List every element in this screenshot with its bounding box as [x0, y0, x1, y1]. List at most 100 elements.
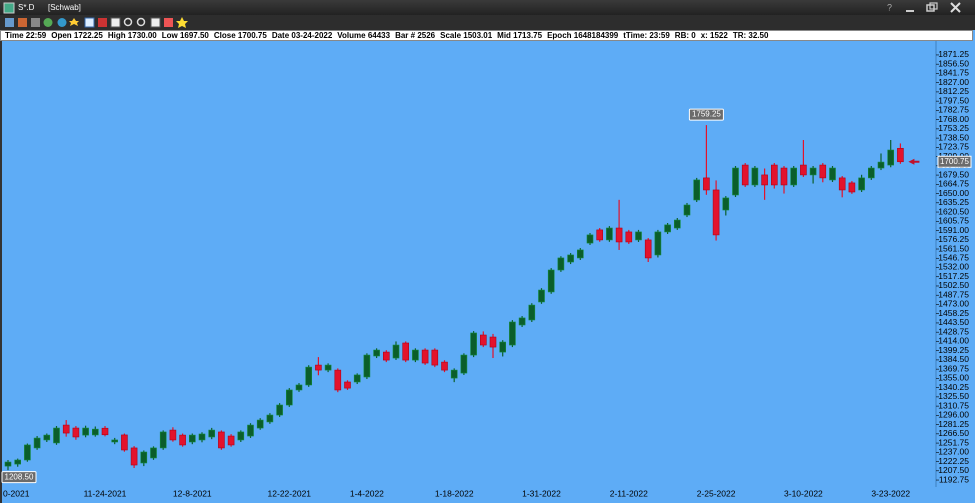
candle-body: [635, 231, 642, 241]
info-field: Low 1697.50: [161, 31, 209, 40]
y-tick-label: 1222.25: [938, 456, 969, 466]
candle-body: [547, 269, 555, 293]
tool-icon[interactable]: [164, 18, 173, 27]
tool-icon[interactable]: [57, 18, 67, 27]
tool-icon[interactable]: [123, 17, 133, 27]
y-tick-label: 1266.50: [938, 428, 969, 438]
candle-body: [538, 289, 545, 303]
candle-body: [780, 167, 788, 186]
y-tick-label: 1782.75: [938, 105, 969, 115]
x-tick-label: 11-24-2021: [84, 488, 127, 498]
candle-body: [324, 364, 332, 371]
candle-body: [819, 164, 827, 179]
candle-body: [470, 332, 477, 356]
candle-body: [576, 249, 584, 259]
y-tick-label: 1753.25: [938, 123, 969, 133]
tool-icon[interactable]: [176, 17, 188, 28]
candle-body: [829, 167, 836, 181]
candle-body: [586, 234, 594, 244]
y-tick-label: 1369.75: [938, 363, 969, 373]
y-tick-label: 1827.00: [938, 77, 969, 87]
info-field: Scale 1503.01: [440, 31, 493, 40]
candle-body: [140, 451, 148, 464]
x-tick-label: 2-25-2022: [697, 488, 736, 498]
candle-body: [528, 304, 536, 321]
candle-body: [693, 179, 701, 201]
y-tick-label: 1237.00: [938, 447, 969, 457]
info-field: TR: 32.50: [732, 31, 769, 40]
candle-body: [33, 437, 41, 449]
y-tick-label: 1517.25: [938, 271, 969, 281]
candle-body: [596, 229, 604, 241]
candle-body: [101, 427, 109, 436]
y-tick-label: 1561.50: [938, 243, 969, 253]
tool-icon[interactable]: [84, 17, 95, 28]
y-tick-label: 1605.75: [938, 216, 969, 226]
candle-body: [285, 389, 293, 406]
tool-icon[interactable]: [18, 18, 27, 27]
info-field: Bar # 2526: [395, 31, 436, 40]
broker-name: [Schwab]: [48, 3, 81, 12]
candle-body: [683, 204, 691, 216]
candle-body: [606, 227, 613, 241]
window-controls[interactable]: ?: [875, 0, 975, 15]
title-bar: S*.D [Schwab] ?: [0, 0, 975, 15]
y-tick-label: 1620.50: [938, 206, 969, 216]
candle-body: [673, 219, 681, 229]
candle-body: [14, 459, 21, 465]
y-tick-label: 1797.50: [938, 95, 969, 105]
tool-icon[interactable]: [98, 18, 107, 27]
candle-body: [150, 447, 157, 459]
candle-body: [382, 351, 390, 361]
y-tick-label: 1635.25: [938, 197, 969, 207]
candle-body: [266, 414, 274, 423]
candle-body: [421, 349, 429, 364]
candle-body: [363, 354, 371, 378]
x-tick-label: 3-23-2022: [871, 488, 910, 498]
candle-body: [24, 444, 31, 461]
tool-icon[interactable]: [5, 18, 14, 27]
toolbar-icons[interactable]: [0, 15, 200, 30]
candle-body: [402, 342, 410, 361]
candle-body: [509, 321, 516, 346]
candle-body: [644, 239, 652, 259]
tool-icon[interactable]: [69, 18, 79, 26]
candle-body: [460, 354, 468, 374]
help-icon[interactable]: ?: [887, 2, 892, 12]
info-field: tTime: 23:59: [623, 31, 670, 40]
candle-body: [111, 439, 118, 443]
window-title: S*.D: [18, 3, 35, 12]
candle-body: [315, 364, 322, 371]
y-tick-label: 1768.00: [938, 114, 969, 124]
candle-body: [218, 431, 225, 449]
tool-icon[interactable]: [150, 17, 161, 28]
candle-body: [227, 435, 235, 446]
tool-icon[interactable]: [110, 17, 121, 28]
info-bar: Time 22:59 Open 1722.25 High 1730.00 Low 16…: [0, 30, 973, 41]
tool-icon[interactable]: [31, 18, 40, 27]
candle-body: [489, 336, 497, 348]
candle-body: [867, 167, 875, 179]
candle-body: [276, 404, 283, 416]
candle-body: [344, 381, 351, 389]
candle-body: [615, 227, 623, 243]
candle-body: [751, 167, 759, 186]
candle-body: [159, 431, 167, 449]
candle-body: [130, 447, 138, 466]
candle-body: [179, 434, 186, 446]
candle-body: [4, 461, 12, 467]
y-tick-label: 1576.25: [938, 234, 969, 244]
price-arrow: [908, 158, 920, 165]
chart-background: [0, 41, 975, 503]
app-icon: [3, 2, 15, 14]
candle-body: [567, 254, 574, 263]
y-tick-label: 1281.25: [938, 419, 969, 429]
candle-body: [858, 177, 865, 191]
tool-icon[interactable]: [136, 17, 146, 27]
candle-body: [92, 428, 99, 436]
candle-body: [770, 164, 778, 186]
y-tick-label: 1443.50: [938, 317, 969, 327]
close-button[interactable]: [950, 2, 961, 13]
tool-icon[interactable]: [43, 18, 53, 27]
